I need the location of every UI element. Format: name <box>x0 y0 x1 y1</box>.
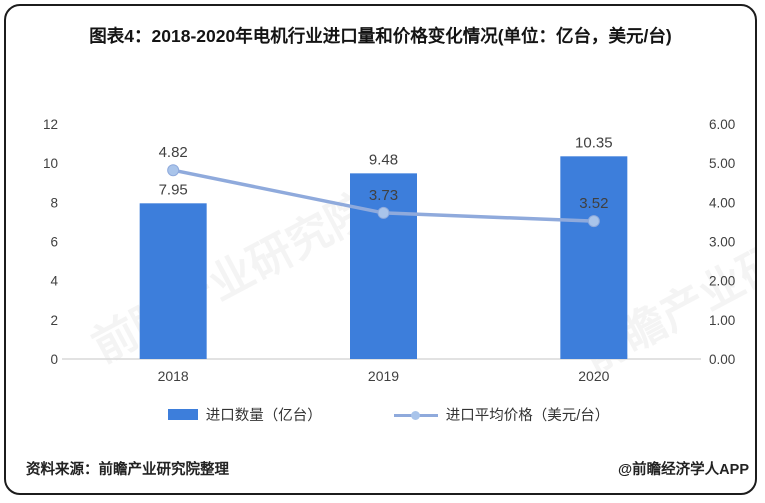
chart-area: 前瞻产业研究院 前瞻产业研究院 12 10 8 6 4 2 0 6.00 5.00 4.00 3.0… <box>6 102 755 404</box>
bar-2020 <box>560 156 628 359</box>
bar-value-label: 9.48 <box>369 151 398 168</box>
right-axis-tick: 4.00 <box>709 195 735 210</box>
footer: 资料来源：前瞻产业研究院整理 @前瞻经济学人APP <box>6 458 755 479</box>
bar-value-label: 10.35 <box>575 134 613 151</box>
right-axis-tick: 6.00 <box>709 117 735 132</box>
x-axis-label-2019: 2019 <box>368 368 399 384</box>
legend-item-line: 进口平均价格（美元/台） <box>393 404 610 425</box>
right-axis-tick: 3.00 <box>709 235 735 250</box>
x-axis-label-2020: 2020 <box>578 368 609 384</box>
right-axis-tick: 5.00 <box>709 156 735 171</box>
bar-2018 <box>139 203 207 359</box>
x-axis-label-2018: 2018 <box>158 368 189 384</box>
chart-title: 图表4：2018-2020年电机行业进口量和价格变化情况(单位：亿台，美元/台) <box>89 26 672 46</box>
left-axis-tick: 8 <box>50 195 58 210</box>
source-note: 资料来源：前瞻产业研究院整理 <box>26 462 229 478</box>
right-axis-tick: 0.00 <box>709 352 735 367</box>
left-axis-tick: 6 <box>50 235 58 250</box>
left-axis-tick: 0 <box>50 352 58 367</box>
line-point-2020 <box>587 215 600 228</box>
credit-note: @前瞻经济学人APP <box>618 462 749 478</box>
right-axis-tick: 2.00 <box>709 274 735 289</box>
right-axis-tick: 1.00 <box>709 313 735 328</box>
left-axis-tick: 2 <box>50 313 58 328</box>
left-axis-tick: 10 <box>43 156 58 171</box>
chart-card: 图表4：2018-2020年电机行业进口量和价格变化情况(单位：亿台，美元/台)… <box>4 4 757 495</box>
bar-2019 <box>350 173 417 359</box>
line-value-label: 3.73 <box>369 187 398 204</box>
combo-chart: 12 10 8 6 4 2 0 6.00 5.00 4.00 3.00 2.00 1.00 0.00 7.9… <box>43 117 735 384</box>
line-swatch-icon <box>393 409 438 421</box>
line-value-label: 3.52 <box>579 195 608 212</box>
bar-swatch-icon <box>167 409 198 420</box>
line-point-2019 <box>377 206 390 219</box>
left-axis-tick: 12 <box>43 117 58 132</box>
bar-value-label: 7.95 <box>159 181 188 198</box>
legend-item-bar: 进口数量（亿台） <box>167 404 322 425</box>
legend-bar-label: 进口数量（亿台） <box>205 408 322 424</box>
legend-line-label: 进口平均价格（美元/台） <box>445 408 610 424</box>
line-value-label: 4.82 <box>159 144 188 161</box>
left-axis-tick: 4 <box>50 274 58 289</box>
line-point-2018 <box>167 164 180 177</box>
chart-legend: 进口数量（亿台） 进口平均价格（美元/台） <box>6 404 755 425</box>
